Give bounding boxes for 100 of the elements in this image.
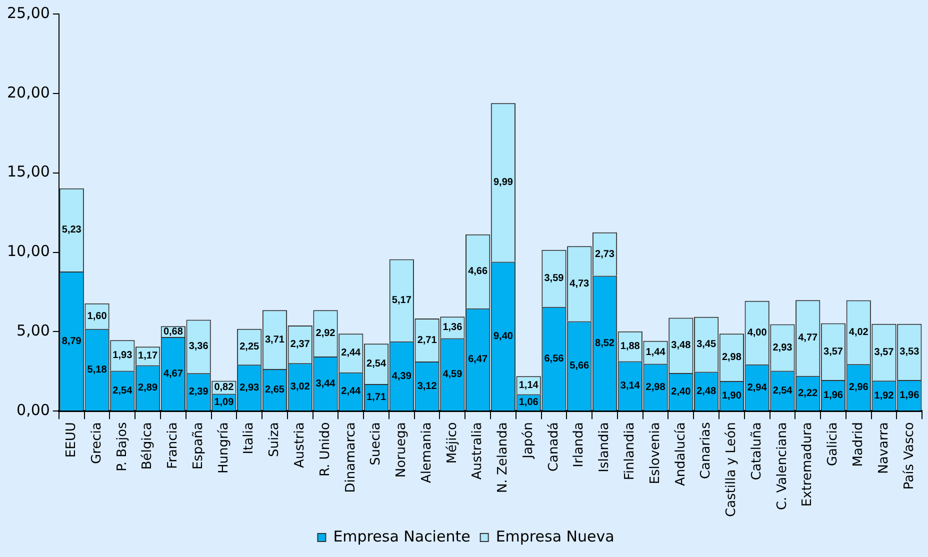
data-label: 4,02 bbox=[848, 326, 869, 338]
y-tick-label: 10,00 bbox=[6, 242, 50, 260]
data-label: 8,79 bbox=[62, 336, 82, 347]
data-label: 5,18 bbox=[87, 364, 108, 376]
data-label: 4,00 bbox=[747, 327, 768, 338]
x-tick-label: Francia bbox=[166, 422, 181, 469]
data-label: 3,14 bbox=[620, 380, 640, 392]
data-label: 2,96 bbox=[848, 382, 869, 394]
data-label: 4,59 bbox=[442, 369, 463, 380]
x-tick-label: Suiza bbox=[267, 422, 282, 458]
data-label: 8,52 bbox=[595, 338, 615, 349]
data-label: 2,89 bbox=[138, 382, 158, 394]
x-tick-label: Canadá bbox=[546, 422, 562, 472]
data-label: 6,47 bbox=[468, 354, 488, 366]
x-tick-label: Bélgica bbox=[140, 422, 156, 470]
data-label: 3,02 bbox=[290, 382, 310, 393]
x-tick-label: Noruega bbox=[394, 422, 410, 478]
data-label: 3,71 bbox=[264, 334, 285, 346]
data-label: 4,66 bbox=[468, 266, 488, 278]
data-label: 1,88 bbox=[620, 341, 640, 352]
data-label: 3,57 bbox=[824, 346, 844, 358]
x-tick-label: Cataluña bbox=[749, 422, 764, 480]
x-tick-label: EEUU bbox=[64, 422, 80, 458]
x-tick-label: N. Zelanda bbox=[496, 422, 511, 494]
y-tick-label: 20,00 bbox=[6, 83, 50, 102]
data-label: 1,14 bbox=[518, 380, 539, 391]
x-tick-label: Japón bbox=[520, 422, 536, 460]
x-tick-label: País Vasco bbox=[902, 422, 917, 490]
data-label: 2,22 bbox=[798, 388, 818, 399]
x-tick-label: Navarra bbox=[876, 422, 892, 474]
legend-label: Empresa Nueva bbox=[496, 527, 614, 546]
data-label: 4,67 bbox=[163, 368, 184, 380]
data-label: 5,66 bbox=[570, 360, 590, 372]
x-tick-label: Hungría bbox=[216, 422, 232, 474]
data-label: 3,44 bbox=[316, 378, 336, 390]
data-label: 2,40 bbox=[671, 386, 692, 398]
data-label: 2,65 bbox=[264, 384, 285, 396]
x-tick-label: Irlanda bbox=[572, 422, 587, 468]
x-tick-label: Dinamarca bbox=[343, 422, 358, 493]
data-label: 5,23 bbox=[62, 224, 82, 236]
data-label: 1,17 bbox=[138, 350, 158, 362]
data-label: 2,44 bbox=[341, 386, 362, 398]
x-tick-label: Grecia bbox=[89, 422, 104, 464]
data-label: 2,98 bbox=[722, 352, 742, 364]
data-label: 2,71 bbox=[417, 334, 438, 346]
x-tick-label: Australia bbox=[470, 422, 486, 480]
x-tick-label: R. Unido bbox=[318, 422, 333, 477]
data-label: 2,54 bbox=[112, 385, 133, 396]
data-label: 2,39 bbox=[188, 386, 209, 398]
data-label: 2,54 bbox=[366, 358, 386, 370]
data-label: 6,56 bbox=[544, 354, 564, 365]
data-label: 2,44 bbox=[341, 348, 362, 359]
data-label: 2,73 bbox=[595, 248, 615, 260]
x-tick-label: Eslovenia bbox=[648, 422, 663, 484]
data-label: 2,92 bbox=[316, 328, 336, 340]
data-label: 4,77 bbox=[798, 332, 818, 344]
x-tick-label: Islandia bbox=[597, 422, 612, 472]
data-label: 3,48 bbox=[671, 340, 692, 352]
data-label: 3,45 bbox=[696, 339, 716, 350]
x-tick-label: Italia bbox=[242, 422, 257, 454]
data-label: 1,44 bbox=[646, 347, 666, 358]
data-label: 1,36 bbox=[442, 322, 463, 334]
data-label: 2,93 bbox=[772, 342, 793, 354]
data-label: 3,57 bbox=[874, 347, 894, 358]
x-tick-label: Madrid bbox=[851, 422, 866, 467]
data-label: 0,68 bbox=[163, 326, 184, 338]
legend-label: Empresa Naciente bbox=[333, 527, 470, 546]
x-tick-label: Finlandia bbox=[622, 422, 638, 480]
data-label: 3,12 bbox=[417, 380, 438, 392]
data-label: 2,54 bbox=[772, 385, 793, 396]
y-tick-label: 5,00 bbox=[16, 322, 50, 340]
data-label: 2,94 bbox=[747, 382, 768, 394]
data-label: 1,09 bbox=[214, 396, 234, 408]
data-label: 2,48 bbox=[696, 386, 716, 397]
x-tick-label: Canarias bbox=[698, 422, 714, 480]
x-tick-label: España bbox=[190, 422, 206, 470]
y-tick-label: 15,00 bbox=[6, 162, 50, 181]
data-label: 1,71 bbox=[366, 392, 386, 404]
x-tick-label: C. Valenciana bbox=[774, 422, 790, 510]
data-label: 9,40 bbox=[493, 330, 514, 342]
data-label: 1,96 bbox=[824, 390, 844, 402]
x-tick-label: Andalucía bbox=[673, 422, 688, 486]
x-tick-label: Galicia bbox=[826, 422, 841, 466]
x-tick-label: P. Bajos bbox=[114, 422, 130, 472]
x-tick-label: Méjico bbox=[444, 422, 460, 464]
x-tick-label: Austria bbox=[292, 422, 308, 468]
x-tick-label: Suecia bbox=[368, 422, 384, 466]
data-label: 2,98 bbox=[646, 382, 666, 393]
data-label: 5,17 bbox=[392, 295, 412, 306]
x-tick-label: Extremadura bbox=[800, 422, 816, 507]
data-label: 4,39 bbox=[392, 370, 412, 382]
data-label: 2,93 bbox=[240, 382, 260, 394]
y-tick-label: 0,00 bbox=[16, 401, 50, 420]
data-label: 3,36 bbox=[188, 341, 209, 352]
data-label: 0,82 bbox=[214, 382, 234, 394]
data-label: 3,53 bbox=[900, 346, 920, 358]
data-label: 1,96 bbox=[900, 390, 920, 402]
x-tick-label: Alemania bbox=[419, 422, 434, 484]
data-label: 1,93 bbox=[112, 350, 133, 362]
data-label: 1,60 bbox=[87, 310, 108, 322]
